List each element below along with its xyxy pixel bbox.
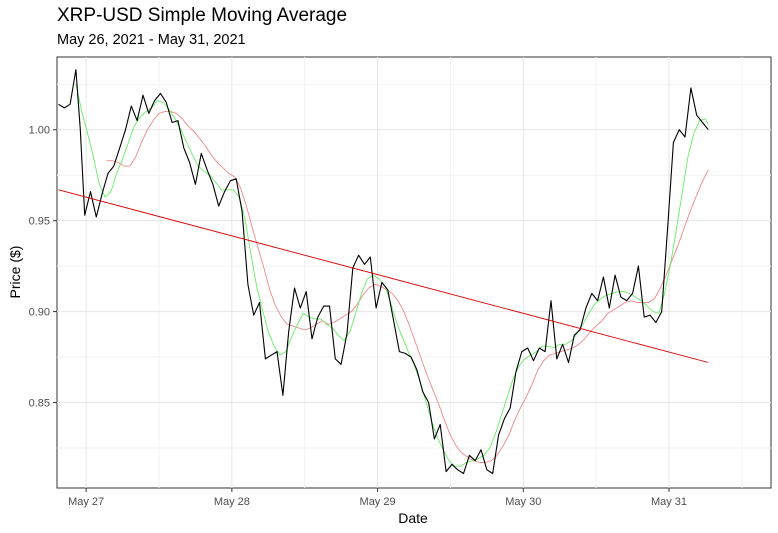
y-tick-label: 0.95 xyxy=(29,216,50,228)
x-tick-label: May 27 xyxy=(68,496,104,508)
grid-minor xyxy=(57,57,771,488)
x-tick-label: May 28 xyxy=(214,496,250,508)
series-line-1 xyxy=(75,84,709,467)
chart-title: XRP-USD Simple Moving Average xyxy=(57,5,348,26)
x-tick-label: May 30 xyxy=(505,496,541,508)
panel-background xyxy=(56,56,772,489)
y-tick-label: 0.90 xyxy=(29,307,50,319)
axis-layer: May 27 May 28 May 29 May 30 May 31 0.85 0.90 0.… xyxy=(29,125,687,508)
x-tick-label: May 31 xyxy=(651,496,687,508)
x-tick-label: May 29 xyxy=(360,496,396,508)
series-line-2 xyxy=(106,111,709,463)
chart-subtitle: May 26, 2021 - May 31, 2021 xyxy=(57,32,246,48)
series-layer xyxy=(58,69,709,475)
x-axis-title: Date xyxy=(398,510,428,526)
y-axis-title: Price ($) xyxy=(7,246,23,299)
series-line-3 xyxy=(58,189,709,363)
y-tick-label: 1.00 xyxy=(29,125,50,137)
series-line-0 xyxy=(58,69,709,475)
y-tick-label: 0.85 xyxy=(29,398,50,410)
